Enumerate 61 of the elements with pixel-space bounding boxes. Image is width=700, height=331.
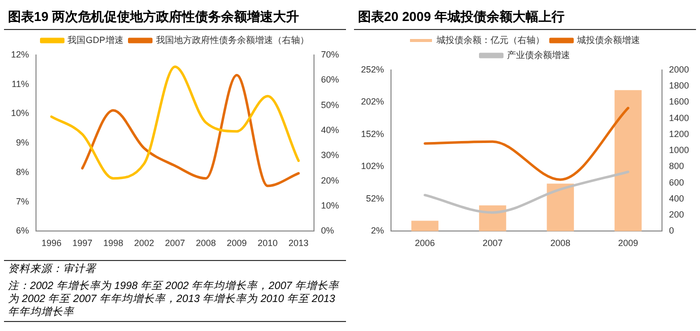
x-tick-label: 2009 bbox=[618, 238, 638, 248]
text: 注：2002 年增长率为 1998 年至 2002 年年均增长率，2007 年增长率为 2002 年至 2007 年年均增长率，2013 年增长率为 2010 年至 2013 年年均增长率 bbox=[8, 280, 340, 319]
y2-tick-label: 50% bbox=[320, 100, 339, 110]
x-tick-label: 2006 bbox=[414, 238, 435, 248]
y2-tick-label: 400 bbox=[668, 193, 684, 204]
y-tick-label: 8% bbox=[16, 166, 30, 177]
chart-title: 图表19 两次危机促使地方政府性债务余额增速大升 bbox=[4, 4, 346, 30]
y-tick-label: 252% bbox=[360, 64, 384, 74]
y2-tick-label: 1800 bbox=[668, 80, 690, 91]
y2-tick-label: 1200 bbox=[668, 128, 690, 139]
y-tick-label: 202% bbox=[360, 96, 384, 107]
y2-tick-label: 2000 bbox=[668, 64, 690, 74]
y2-tick-label: 0% bbox=[320, 226, 334, 236]
x-tick-label: 1998 bbox=[103, 238, 124, 248]
y-tick-label: 11% bbox=[12, 78, 30, 89]
y2-tick-label: 30% bbox=[320, 150, 339, 160]
y2-tick-label: 1000 bbox=[668, 145, 690, 156]
y2-tick-label: 10% bbox=[320, 200, 339, 211]
y2-tick-label: 0 bbox=[668, 226, 674, 236]
bar bbox=[546, 184, 574, 232]
x-tick-label: 2010 bbox=[258, 238, 278, 248]
y2-tick-label: 200 bbox=[668, 210, 684, 220]
y-tick-label: 7% bbox=[16, 196, 30, 206]
legend-label: 我国地方政府性债务余额增速（右轴） bbox=[156, 34, 309, 45]
y2-tick-label: 1600 bbox=[668, 96, 690, 107]
y-tick-label: 10% bbox=[11, 108, 30, 118]
x-tick-label: 2013 bbox=[288, 238, 309, 248]
y-tick-label: 152% bbox=[360, 128, 384, 139]
bar bbox=[411, 220, 438, 232]
line-series bbox=[50, 65, 300, 180]
legend-label: 城投债余额：亿元（右轴） bbox=[436, 34, 544, 45]
y2-tick-label: 40% bbox=[320, 125, 339, 135]
y2-tick-label: 70% bbox=[320, 49, 339, 60]
text: 资料来源：审计署 bbox=[8, 263, 98, 276]
y2-tick-label: 800 bbox=[668, 161, 684, 172]
y-tick-label: 12% bbox=[11, 49, 30, 60]
y2-tick-label: 600 bbox=[668, 177, 684, 188]
line-series bbox=[424, 170, 630, 214]
chart-title: 图表20 2009 年城投债余额大幅上行 bbox=[354, 4, 696, 30]
x-tick-label: 2008 bbox=[196, 238, 216, 248]
legend-label: 城投债余额增速 bbox=[576, 34, 640, 45]
y-tick-label: 102% bbox=[360, 161, 384, 172]
y-tick-label: 6% bbox=[16, 226, 30, 236]
y-tick-label: 2% bbox=[371, 226, 384, 236]
line-series bbox=[424, 106, 630, 181]
legend-label: 我国GDP增速 bbox=[68, 34, 124, 45]
x-tick-label: 2008 bbox=[550, 238, 570, 248]
y-tick-label: 9% bbox=[16, 138, 30, 148]
y2-tick-label: 20% bbox=[320, 175, 339, 186]
x-tick-label: 1996 bbox=[41, 238, 62, 248]
y2-tick-label: 1400 bbox=[668, 112, 690, 123]
y2-tick-label: 60% bbox=[320, 74, 339, 85]
y-tick-label: 52% bbox=[366, 193, 384, 204]
x-tick-label: 2007 bbox=[482, 238, 503, 248]
x-tick-label: 2007 bbox=[164, 238, 186, 248]
x-tick-label: 2002 bbox=[134, 238, 154, 248]
bar bbox=[614, 90, 642, 232]
x-tick-label: 2009 bbox=[226, 238, 247, 248]
legend-label: 产业债余额增速 bbox=[506, 50, 570, 60]
line-series bbox=[81, 74, 300, 188]
x-tick-label: 1997 bbox=[72, 238, 92, 248]
